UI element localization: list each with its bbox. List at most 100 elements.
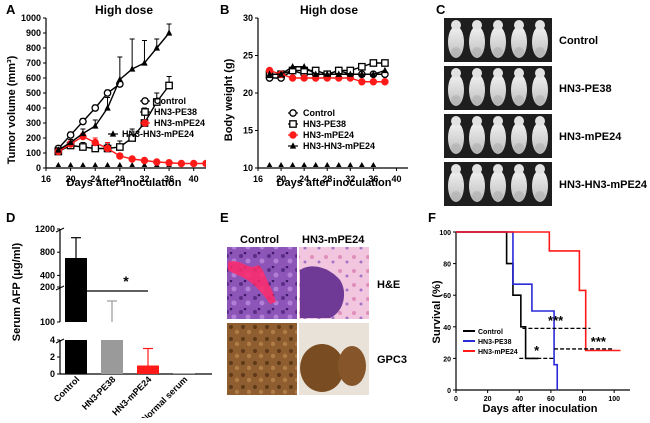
- y-tick-label: 0: [447, 388, 451, 395]
- data-point: [92, 139, 98, 145]
- mouse-abdomen: [514, 95, 524, 105]
- x-tick-label: 24: [299, 174, 309, 184]
- legend-marker: [290, 121, 296, 127]
- injection-arrow: [117, 162, 123, 167]
- injection-arrow: [92, 162, 98, 167]
- data-point: [166, 82, 172, 88]
- mouse-head: [535, 68, 545, 78]
- data-point: [92, 145, 98, 151]
- data-point: [370, 60, 376, 66]
- injection-arrow: [68, 162, 74, 167]
- group-label: Control: [559, 35, 598, 47]
- legend-marker: [142, 109, 148, 115]
- y-tick-label: 20: [443, 356, 451, 363]
- mouse-abdomen: [451, 191, 461, 201]
- data-point: [382, 67, 388, 73]
- x-axis-label: Days after inoculation: [483, 403, 598, 415]
- data-point: [104, 90, 110, 96]
- y-axis-label: Tumor volume (mm³): [6, 55, 18, 164]
- x-tick-label: 40: [391, 174, 401, 184]
- data-point: [166, 160, 172, 166]
- group-label: HN3-PE38: [559, 83, 612, 95]
- y-tick-label: 100: [439, 230, 451, 237]
- mouse-abdomen: [451, 95, 461, 105]
- legend-label: HN3-PE38: [478, 339, 512, 346]
- injection-arrow: [324, 162, 330, 167]
- y-tick-label: 1200: [35, 224, 55, 234]
- panel-letter: A: [6, 2, 16, 17]
- legend-label: HN3-HN3-mPE24: [122, 129, 194, 139]
- bar: [137, 366, 159, 375]
- y-tick-label: 800: [40, 247, 55, 257]
- y-tick-label: 10: [243, 163, 253, 173]
- y-tick-label: 300: [26, 118, 41, 128]
- data-point: [117, 144, 123, 150]
- x-tick-label: 40: [189, 174, 199, 184]
- y-tick-label: 400: [26, 103, 41, 113]
- data-point: [92, 105, 98, 111]
- mouse-abdomen: [493, 143, 503, 153]
- serum-afp-chart: Serum AFP (μg/ml) * 0241002004008001200C…: [11, 224, 212, 418]
- data-point: [117, 76, 123, 82]
- panel-letter: F: [428, 210, 436, 225]
- y-tick-label: 60: [443, 293, 451, 300]
- ihc-treated-tumor: [300, 344, 344, 392]
- data-point: [190, 160, 196, 166]
- data-point: [203, 160, 209, 166]
- ihc-control-image: [227, 323, 297, 395]
- y-tick-label: 20: [243, 88, 253, 98]
- y-tick-label: 100: [26, 148, 41, 158]
- mouse-abdomen: [535, 191, 545, 201]
- legend-label: HN3-HN3-mPE24: [303, 141, 375, 151]
- mouse-head: [472, 164, 482, 174]
- mouse-abdomen: [514, 191, 524, 201]
- x-tick-label: 16: [253, 174, 263, 184]
- y-axis-label: Body weight (g): [223, 58, 235, 141]
- significance-star: ***: [548, 313, 564, 328]
- mouse-abdomen: [514, 47, 524, 57]
- mouse-head: [472, 116, 482, 126]
- y-tick-label: 200: [26, 133, 41, 143]
- y-tick-label: 600: [26, 73, 41, 83]
- mouse-abdomen: [451, 143, 461, 153]
- significance-star: *: [534, 343, 540, 358]
- x-tick-label: 80: [579, 396, 587, 403]
- injection-arrow: [129, 162, 135, 167]
- injection-arrow: [371, 162, 377, 167]
- legend-label: HN3-PE38: [303, 119, 346, 129]
- y-tick-label: 4: [50, 335, 55, 345]
- mouse-abdomen: [493, 191, 503, 201]
- panel-letter: C: [436, 2, 446, 17]
- legend-marker: [290, 132, 296, 138]
- mouse-abdomen: [472, 95, 482, 105]
- bar: [65, 340, 87, 374]
- injection-arrow: [80, 162, 86, 167]
- injection-arrow: [290, 162, 296, 167]
- x-tick-label: 36: [164, 174, 174, 184]
- chart-title: High dose: [300, 3, 358, 17]
- tumor-volume-chart: High dose Tumor volume (mm³) Days after …: [6, 3, 209, 189]
- x-tick-label: Control: [52, 374, 82, 404]
- panel-letter: D: [6, 210, 15, 225]
- x-tick-label: HN3-PE38: [80, 374, 117, 411]
- ihc-treated-tumor: [338, 346, 366, 386]
- mouse-abdomen: [535, 143, 545, 153]
- data-point: [104, 104, 110, 110]
- x-tick-label: 100: [608, 396, 620, 403]
- x-tick-label: 36: [368, 174, 378, 184]
- data-point: [154, 159, 160, 165]
- x-tick-label: 24: [90, 174, 100, 184]
- y-tick-label: 0: [50, 369, 55, 379]
- mouse-abdomen: [535, 95, 545, 105]
- mouse-head: [451, 116, 461, 126]
- imaging-row: [444, 18, 552, 62]
- y-tick-label: 100: [40, 317, 55, 327]
- mouse-head: [514, 20, 524, 30]
- injection-arrow: [348, 162, 354, 167]
- x-tick-label: 28: [322, 174, 332, 184]
- group-label: HN3-HN3-mPE24: [559, 179, 648, 191]
- mouse-head: [535, 116, 545, 126]
- y-tick-label: 0: [36, 163, 41, 173]
- imaging-row: [444, 66, 552, 110]
- data-point: [382, 79, 388, 85]
